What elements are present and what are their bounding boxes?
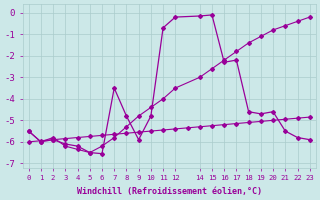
X-axis label: Windchill (Refroidissement éolien,°C): Windchill (Refroidissement éolien,°C) bbox=[77, 187, 262, 196]
